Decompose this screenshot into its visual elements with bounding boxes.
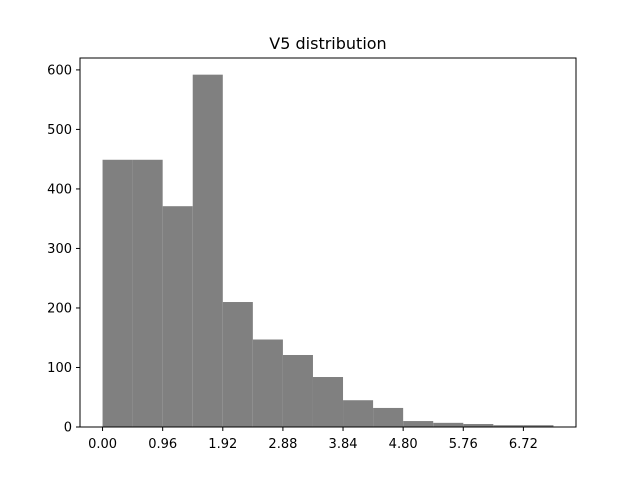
chart-title: V5 distribution <box>269 34 386 53</box>
histogram-bar-8 <box>343 400 374 427</box>
histogram-bar-9 <box>373 407 404 427</box>
y-tick-label: 200 <box>47 301 72 316</box>
x-tick-label: 1.92 <box>208 437 237 452</box>
y-tick-label: 400 <box>47 182 72 197</box>
x-tick-label: 4.80 <box>389 437 418 452</box>
histogram-bar-5 <box>252 339 283 427</box>
y-axis: 0 100 200 300 400 500 600 <box>47 63 80 436</box>
y-tick-label: 100 <box>47 361 72 376</box>
x-tick-label: 6.72 <box>509 437 538 452</box>
histogram-bar-4 <box>222 302 253 427</box>
histogram-bar-11 <box>433 422 464 427</box>
x-tick-label: 0.00 <box>88 437 117 452</box>
y-tick-label: 0 <box>64 421 72 436</box>
histogram-bar-12 <box>463 424 494 427</box>
x-tick-label: 2.88 <box>268 437 297 452</box>
histogram-bar-6 <box>282 354 313 427</box>
histogram-bar-10 <box>403 421 434 427</box>
histogram-bar-14 <box>523 425 554 427</box>
histogram-bar-3 <box>192 74 223 427</box>
axes-frame <box>79 57 577 428</box>
histogram-bar-1 <box>132 159 163 427</box>
y-tick-label: 500 <box>47 123 72 138</box>
y-tick-label: 600 <box>47 63 72 78</box>
x-tick-label: 3.84 <box>329 437 358 452</box>
x-axis: 0.00 0.96 1.92 2.88 3.84 4.80 5.76 6.72 <box>88 427 538 452</box>
x-tick-label: 0.96 <box>148 437 177 452</box>
histogram-bar-0 <box>102 159 133 427</box>
x-tick-label: 5.76 <box>449 437 478 452</box>
bars-group <box>102 74 554 427</box>
y-tick-label: 300 <box>47 242 72 257</box>
histogram-bar-13 <box>493 425 524 427</box>
histogram-bar-2 <box>162 206 193 427</box>
histogram-bar-7 <box>312 377 344 427</box>
